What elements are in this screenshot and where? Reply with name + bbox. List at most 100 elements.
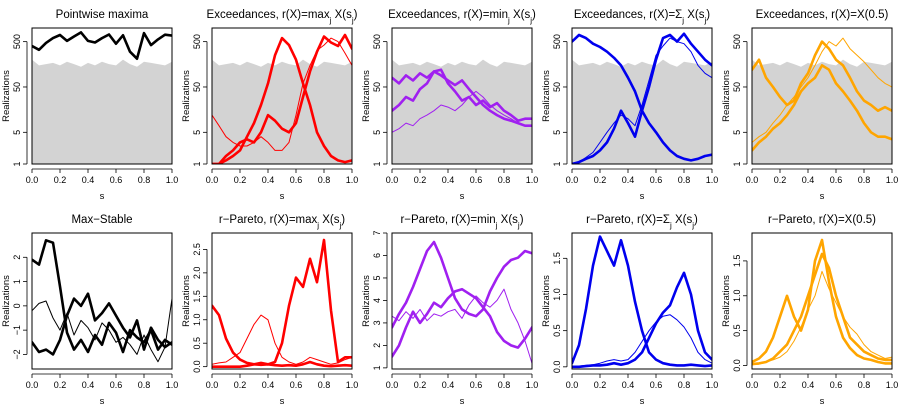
x-tick-label: 0.0: [386, 380, 399, 390]
x-axis-label: s: [820, 396, 825, 407]
title-text: X(s: [684, 9, 705, 21]
x-axis-label: s: [280, 396, 285, 407]
x-tick-label: 0.6: [290, 175, 303, 185]
title-text: ): [354, 9, 358, 21]
plot-area: [212, 238, 352, 369]
y-tick-label: 2: [372, 343, 382, 348]
panel-3: Exceedances, r(X)=minj X(sj)0.0 0.2 0.4 0.6…: [361, 9, 538, 202]
background-realizations: [752, 59, 892, 164]
y-axis-label: Realizations: [721, 275, 732, 327]
x-tick-label: 0.4: [802, 380, 815, 390]
panel-title: Max−Stable: [71, 214, 132, 226]
plot-area: [212, 33, 352, 164]
plot-area: [752, 37, 892, 164]
x-tick-label: 1.0: [166, 380, 179, 390]
plot-frame: [211, 232, 353, 370]
x-tick-label: 0.2: [414, 380, 427, 390]
plot-frame: [391, 232, 533, 370]
title-text: r−Pareto, r(X)=max: [219, 214, 318, 226]
series-line-2: [572, 32, 712, 164]
y-tick-label: 2.5: [192, 243, 202, 256]
y-tick-label: 4: [372, 298, 382, 303]
title-subscript: j: [681, 16, 684, 25]
y-tick-label: 1.0: [192, 314, 202, 327]
x-tick-label: 0.2: [234, 380, 247, 390]
y-tick-label: 1.0: [552, 288, 562, 301]
x-tick-label: 0.0: [206, 380, 219, 390]
x-tick-label: 0.0: [746, 380, 759, 390]
panel-title: r−Pareto, r(X)=maxj X(sj): [219, 214, 345, 230]
plot-area: [392, 240, 532, 364]
plot-frame: [751, 232, 893, 370]
panel-9: r−Pareto, r(X)=Σj X(sj)0.0 0.2 0.4 0.6 0.8 1.…: [541, 214, 718, 407]
x-tick-label: 0.8: [318, 175, 331, 185]
panel-title: Exceedances, r(X)=minj X(sj): [388, 9, 536, 25]
series-line-2: [32, 292, 172, 356]
y-tick-label: −2: [12, 349, 22, 359]
x-tick-label: 1.0: [526, 380, 539, 390]
y-tick-label: 0.0: [192, 360, 202, 373]
x-tick-label: 0.8: [678, 175, 691, 185]
title-text: ): [520, 214, 524, 226]
background-realizations: [392, 59, 532, 164]
panel-7: r−Pareto, r(X)=maxj X(sj)0.0 0.2 0.4 0.6 0.8…: [181, 214, 358, 407]
x-tick-label: 1.0: [346, 380, 359, 390]
y-axis-label: Realizations: [721, 70, 732, 122]
y-axis-label: Realizations: [1, 70, 12, 122]
y-tick-label: 50: [372, 82, 382, 92]
x-tick-label: 0.8: [138, 380, 151, 390]
x-tick-label: 0.6: [830, 175, 843, 185]
x-tick-label: 0.0: [206, 175, 219, 185]
x-tick-label: 0.8: [498, 380, 511, 390]
plot-area: [32, 31, 172, 164]
y-tick-label: 0.0: [732, 359, 742, 372]
plot-frame: [571, 27, 713, 165]
x-tick-label: 0.8: [858, 175, 871, 185]
y-tick-label: 1.5: [552, 252, 562, 265]
y-tick-label: 500: [372, 34, 382, 49]
y-tick-label: 5: [12, 130, 22, 135]
panel-4: Exceedances, r(X)=Σj X(sj)0.0 0.2 0.4 0.6 0.…: [541, 9, 718, 202]
y-tick-label: 0.5: [732, 324, 742, 337]
title-text: r−Pareto, r(X)=X(0.5): [768, 214, 876, 226]
x-tick-label: 0.0: [386, 175, 399, 185]
y-tick-label: 1: [372, 161, 382, 166]
panel-title: r−Pareto, r(X)=minj X(sj): [400, 214, 523, 230]
series-line-3: [392, 90, 532, 133]
y-axis-label: Realizations: [541, 70, 552, 122]
series-line-3: [572, 37, 712, 164]
x-tick-label: 0.0: [26, 380, 39, 390]
x-tick-label: 0.4: [622, 175, 635, 185]
title-subscript: j: [316, 221, 319, 230]
series-line-2: [212, 238, 352, 369]
y-tick-label: 500: [732, 34, 742, 49]
x-tick-label: 0.6: [290, 380, 303, 390]
series-line-1: [392, 68, 532, 122]
plot-frame: [751, 27, 893, 165]
x-tick-label: 0.4: [82, 380, 95, 390]
panel-title: Exceedances, r(X)=maxj X(sj): [207, 9, 358, 25]
series-line-3: [212, 37, 352, 151]
x-tick-label: 0.6: [110, 175, 123, 185]
title-text: Exceedances, r(X)=Σ: [574, 9, 682, 21]
y-tick-label: 5: [192, 130, 202, 135]
title-subscript: j: [507, 16, 510, 25]
x-tick-label: 0.6: [650, 175, 663, 185]
series-line-3: [752, 37, 892, 143]
plot-area: [572, 32, 712, 164]
x-tick-label: 0.2: [594, 380, 607, 390]
plot-area: [572, 235, 712, 369]
x-tick-label: 0.8: [138, 175, 151, 185]
panel-title: Pointwise maxima: [56, 9, 149, 21]
series-line-1: [752, 40, 892, 112]
series-line-1: [752, 238, 892, 365]
y-tick-label: 3: [372, 320, 382, 325]
title-text: r−Pareto, r(X)=Σ: [586, 214, 670, 226]
plot-area: [752, 238, 892, 366]
x-tick-label: 0.8: [678, 380, 691, 390]
panel-2: Exceedances, r(X)=maxj X(sj)0.0 0.2 0.4 0.6…: [181, 9, 358, 202]
series-line-3: [752, 270, 892, 366]
title-text: ): [706, 9, 710, 21]
series-line-1: [212, 36, 352, 164]
